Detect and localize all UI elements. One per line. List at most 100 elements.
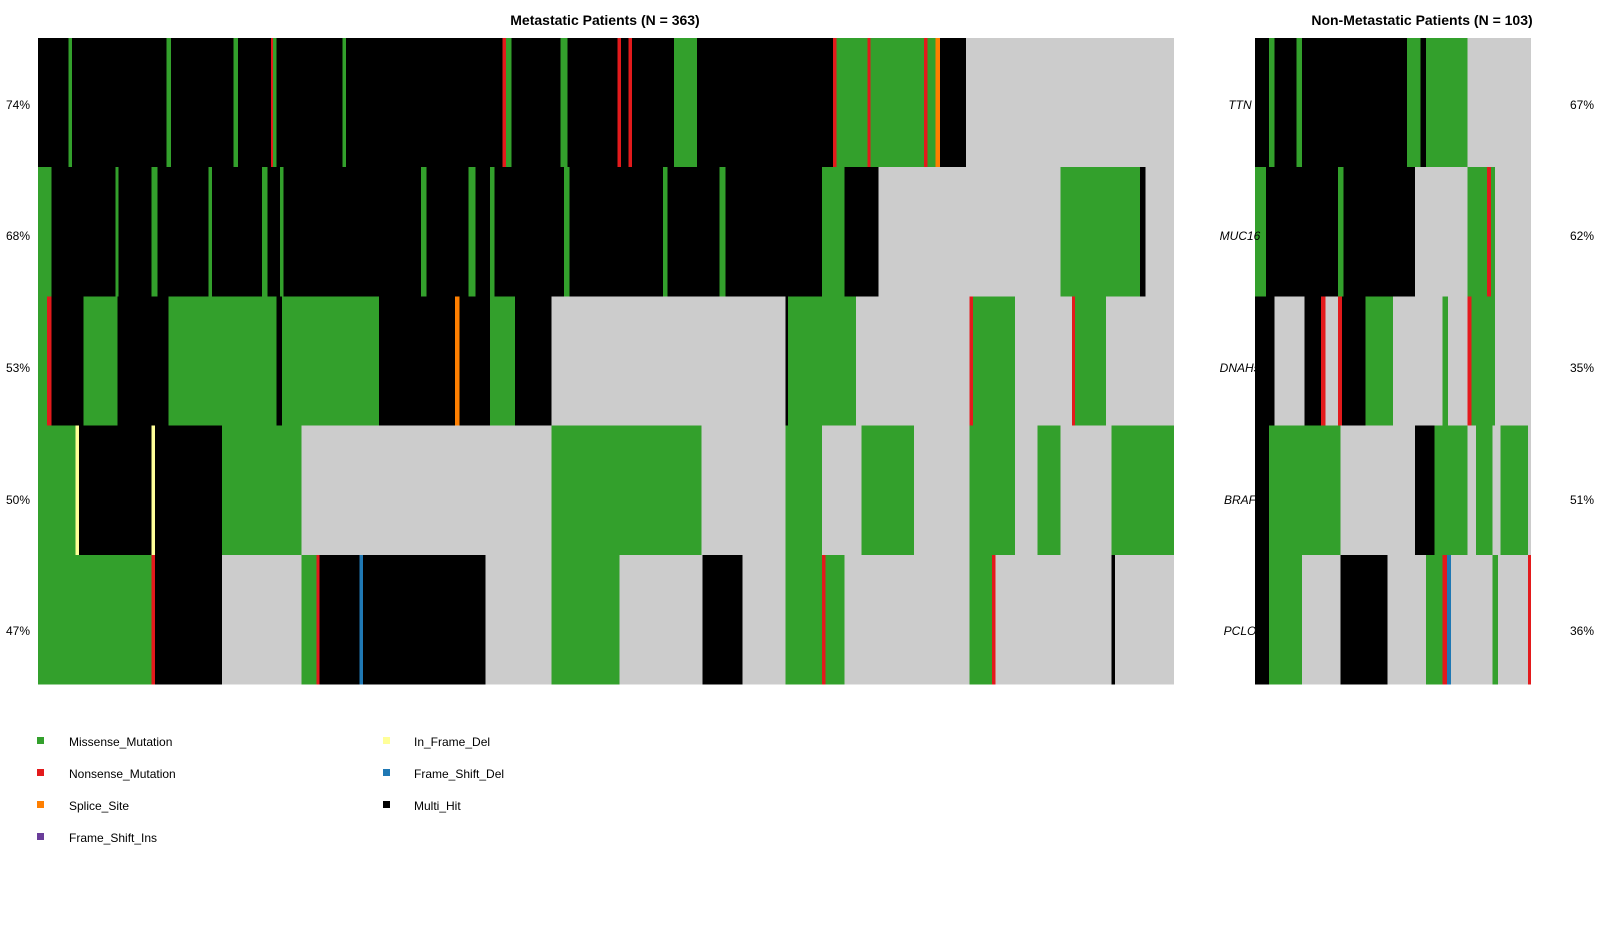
metastatic-muc16-tile bbox=[475, 167, 491, 297]
metastatic-ttn-tile bbox=[170, 38, 234, 168]
non-metastatic-dnah5-tile bbox=[1467, 296, 1472, 427]
pct-non-metastatic-braf: 51% bbox=[1570, 493, 1594, 507]
metastatic-ttn-tile bbox=[237, 38, 271, 168]
metastatic-braf-tile bbox=[38, 425, 76, 556]
metastatic-muc16-tile bbox=[157, 167, 209, 297]
pct-non-metastatic-muc16: 62% bbox=[1570, 229, 1594, 243]
metastatic-dnah5-tile bbox=[282, 296, 379, 427]
metastatic-dnah5-tile bbox=[51, 296, 84, 427]
metastatic-ttn-tile bbox=[345, 38, 503, 168]
metastatic-muc16-tile bbox=[211, 167, 262, 297]
metastatic-dnah5-tile bbox=[47, 296, 52, 427]
non-metastatic-pclo-tile bbox=[1387, 554, 1427, 685]
metastatic-pclo-tile bbox=[995, 554, 1112, 685]
non-metastatic-braf-tile bbox=[1500, 425, 1529, 556]
legend-item-missense: Missense_Mutation bbox=[37, 735, 172, 749]
metastatic-pclo-tile bbox=[362, 554, 486, 685]
metastatic-pclo-tile bbox=[359, 554, 363, 685]
legend-item-nonsense: Nonsense_Mutation bbox=[37, 767, 176, 781]
metastatic-muc16-tile bbox=[725, 167, 822, 297]
legend-swatch-in-frame-del bbox=[383, 737, 390, 744]
metastatic-ttn-tile bbox=[674, 38, 697, 168]
metastatic-dnah5-tile bbox=[1014, 296, 1072, 427]
legend-label-splice-site: Splice_Site bbox=[69, 799, 129, 813]
non-metastatic-ttn-tile bbox=[1255, 38, 1269, 168]
metastatic-braf-tile bbox=[1037, 425, 1061, 556]
non-metastatic-muc16-tile bbox=[1415, 167, 1468, 297]
metastatic-pclo-tile bbox=[619, 554, 703, 685]
metastatic-muc16-tile bbox=[821, 167, 845, 297]
metastatic-braf-tile bbox=[78, 425, 152, 556]
non-metastatic-dnah5-tile bbox=[1321, 296, 1326, 427]
non-metastatic-muc16-tile bbox=[1490, 167, 1496, 297]
non-metastatic-braf-tile bbox=[1492, 425, 1501, 556]
non-metastatic-muc16-tile bbox=[1255, 167, 1267, 297]
metastatic-dnah5-tile bbox=[515, 296, 552, 427]
metastatic-muc16-tile bbox=[118, 167, 152, 297]
metastatic-pclo-tile bbox=[785, 554, 822, 685]
metastatic-braf-tile bbox=[701, 425, 786, 556]
legend: Missense_Mutation Nonsense_Mutation Spli… bbox=[37, 735, 504, 845]
non-metastatic-dnah5-tile bbox=[1448, 296, 1468, 427]
non-metastatic-ttn-tile bbox=[1274, 38, 1297, 168]
metastatic-muc16-tile bbox=[878, 167, 1061, 297]
metastatic-pclo-tile bbox=[301, 554, 317, 685]
non-metastatic-dnah5-tile bbox=[1365, 296, 1393, 427]
metastatic-dnah5-tile bbox=[1071, 296, 1076, 427]
legend-item-splice-site: Splice_Site bbox=[37, 799, 129, 813]
metastatic-ttn-tile bbox=[632, 38, 675, 168]
metastatic-dnah5-tile bbox=[378, 296, 455, 427]
metastatic-ttn-tile bbox=[927, 38, 936, 168]
metastatic-braf-tile bbox=[1014, 425, 1038, 556]
non-metastatic-ttn-tile bbox=[1426, 38, 1468, 168]
metastatic-ttn-tile bbox=[276, 38, 343, 168]
metastatic-pclo-tile bbox=[551, 554, 620, 685]
non-metastatic-dnah5-tile bbox=[1393, 296, 1443, 427]
metastatic-pclo-tile bbox=[222, 554, 302, 685]
metastatic-dnah5-tile bbox=[785, 296, 788, 427]
non-metastatic-braf-tile bbox=[1475, 425, 1493, 556]
metastatic-muc16-tile bbox=[468, 167, 476, 297]
legend-swatch-nonsense bbox=[37, 769, 44, 776]
metastatic-ttn-tile bbox=[502, 38, 507, 168]
metastatic-braf-tile bbox=[75, 425, 79, 556]
metastatic-dnah5-tile bbox=[490, 296, 516, 427]
legend-swatch-multi-hit bbox=[383, 801, 390, 808]
metastatic-braf-tile bbox=[222, 425, 302, 556]
non-metastatic-muc16-tile bbox=[1486, 167, 1491, 297]
non-metastatic-dnah5-tile bbox=[1304, 296, 1322, 427]
metastatic-braf-tile bbox=[821, 425, 862, 556]
pct-non-metastatic-pclo: 36% bbox=[1570, 624, 1594, 638]
legend-label-in-frame-del: In_Frame_Del bbox=[414, 735, 490, 749]
metastatic-ttn-tile bbox=[567, 38, 618, 168]
metastatic-percentages: 74% 68% 53% 50% 47% bbox=[6, 98, 30, 638]
non-metastatic-percentages: 67% 62% 35% 51% 36% bbox=[1570, 98, 1594, 638]
legend-swatch-frame-shift-del bbox=[383, 769, 390, 776]
metastatic-pclo-tile bbox=[485, 554, 552, 685]
metastatic-pclo-tile bbox=[319, 554, 360, 685]
non-metastatic-muc16-tile bbox=[1467, 167, 1487, 297]
metastatic-ttn-tile bbox=[270, 38, 274, 168]
metastatic-muc16-tile bbox=[667, 167, 720, 297]
metastatic-muc16-tile bbox=[844, 167, 879, 297]
metastatic-muc16-tile bbox=[208, 167, 212, 297]
metastatic-ttn-tile bbox=[560, 38, 568, 168]
non-metastatic-pclo-tile bbox=[1528, 554, 1531, 685]
metastatic-muc16-tile bbox=[1139, 167, 1146, 297]
non-metastatic-dnah5-tile bbox=[1337, 296, 1342, 427]
metastatic-muc16-tile bbox=[151, 167, 158, 297]
non-metastatic-ttn-tile bbox=[1268, 38, 1275, 168]
metastatic-braf-tile bbox=[1111, 425, 1174, 556]
metastatic-ttn-tile bbox=[620, 38, 629, 168]
metastatic-muc16-tile bbox=[426, 167, 469, 297]
pct-metastatic-muc16: 68% bbox=[6, 229, 30, 243]
legend-label-missense: Missense_Mutation bbox=[69, 735, 172, 749]
metastatic-muc16-tile bbox=[662, 167, 668, 297]
non-metastatic-pclo-tile bbox=[1492, 554, 1498, 685]
non-metastatic-muc16-tile bbox=[1266, 167, 1338, 297]
metastatic-pclo-tile bbox=[1111, 554, 1115, 685]
metastatic-muc16-tile bbox=[38, 167, 52, 297]
non-metastatic-braf-tile bbox=[1415, 425, 1435, 556]
metastatic-pclo-tile bbox=[151, 554, 156, 685]
metastatic-pclo-tile bbox=[155, 554, 223, 685]
